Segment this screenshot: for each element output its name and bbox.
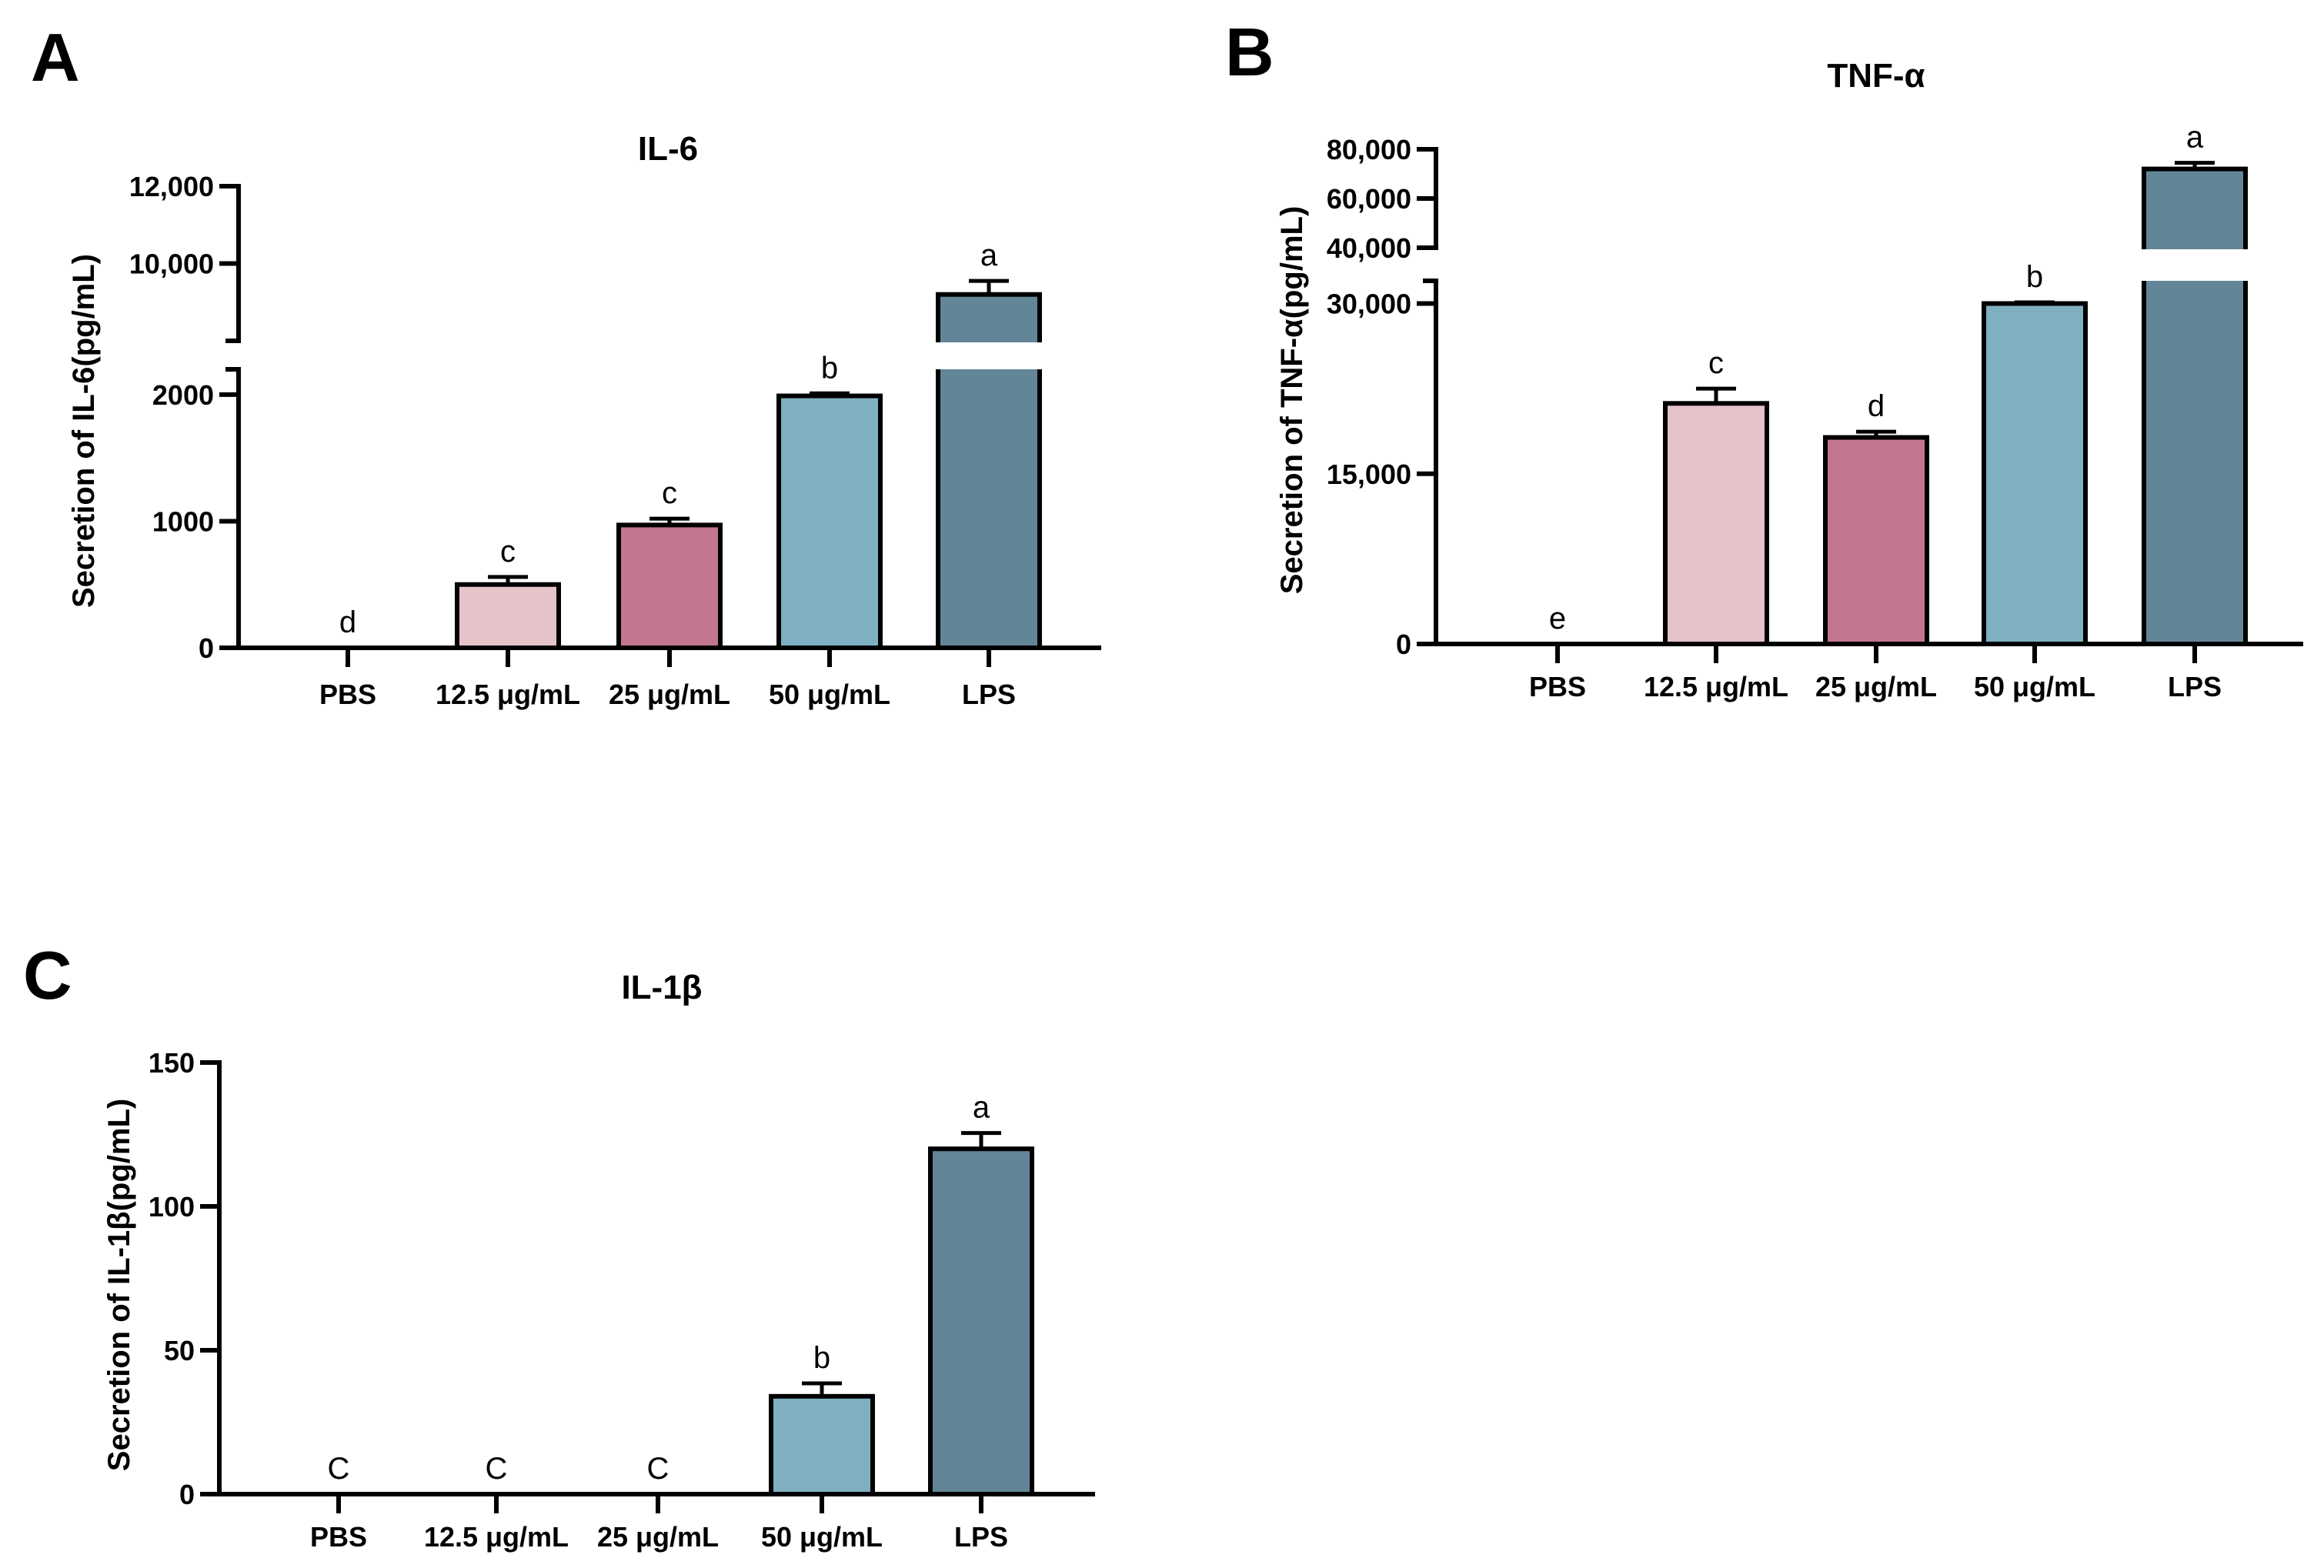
y-tick-label: 0 (1396, 629, 1411, 660)
x-tick-label: 12.5 μg/mL (1644, 671, 1788, 702)
y-tick-label: 2000 (152, 379, 214, 411)
x-tick-label: PBS (1529, 671, 1586, 702)
y-axis-label: Secretion of TNF-α(pg/mL) (1275, 206, 1309, 595)
bar (1982, 301, 2088, 646)
x-tick-label: 25 μg/mL (609, 679, 730, 710)
significance-letter: c (500, 535, 516, 569)
x-tick-label: 12.5 μg/mL (436, 679, 580, 710)
bar (928, 1146, 1034, 1496)
y-axis-label: Secretion of IL-6(pg/mL) (67, 254, 101, 608)
chart-panel-a: A IL-6 Secretion of IL-6(pg/mL) 0 1000 2000 10… (31, 19, 1101, 710)
chart-panel-c: C IL-1β Secretion of IL-1β(pg/mL) 0 50 100 150… (23, 937, 1095, 1553)
x-tick-label: PBS (319, 679, 376, 710)
significance-letter: c (662, 476, 677, 510)
x-tick-label: 50 μg/mL (769, 679, 890, 710)
x-tick-label: 50 μg/mL (761, 1521, 883, 1553)
significance-letter: C (647, 1452, 669, 1486)
x-tick-label: 12.5 μg/mL (424, 1521, 569, 1553)
x-tick-label: LPS (962, 679, 1016, 710)
chart-title: IL-1β (621, 969, 702, 1006)
y-tick-label: 1000 (152, 505, 214, 537)
chart-title: TNF-α (1827, 57, 1925, 95)
bar (455, 582, 561, 651)
y-tick-label: 30,000 (1327, 289, 1411, 320)
bar-break-gap (2139, 249, 2250, 281)
chart-panel-b: B TNF-α Secretion of TNF-α(pg/mL) 0 15,000 30… (1225, 14, 2303, 702)
x-tick-label: PBS (310, 1521, 367, 1553)
bar (2142, 166, 2248, 647)
y-tick-label: 50 (164, 1335, 195, 1366)
x-tick-label: LPS (954, 1521, 1008, 1553)
y-axis-label: Secretion of IL-1β(pg/mL) (102, 1099, 136, 1471)
significance-letter: a (2186, 121, 2204, 155)
y-tick-label: 0 (179, 1479, 195, 1510)
panel-label: A (31, 19, 80, 95)
y-tick-label: 150 (149, 1047, 195, 1079)
significance-letter: b (813, 1341, 830, 1375)
significance-letter: C (328, 1452, 350, 1486)
significance-letter: c (1708, 346, 1724, 380)
significance-letter: a (980, 239, 998, 272)
y-tick-label: 80,000 (1327, 134, 1411, 165)
significance-letter: C (486, 1452, 508, 1486)
x-tick-label: 25 μg/mL (1815, 671, 1937, 702)
y-tick-label: 40,000 (1327, 232, 1411, 264)
bar (769, 1393, 875, 1496)
bar (1663, 401, 1769, 646)
y-tick-label: 60,000 (1327, 183, 1411, 215)
bar (1823, 435, 1929, 646)
x-tick-label: 25 μg/mL (597, 1521, 719, 1553)
panel-label: B (1225, 14, 1274, 90)
y-tick-label: 15,000 (1327, 459, 1411, 490)
significance-letter: b (2026, 260, 2043, 294)
bar-break-gap (933, 342, 1044, 369)
y-tick-label: 0 (199, 632, 214, 664)
panel-label: C (23, 937, 72, 1013)
bar (776, 393, 883, 651)
significance-letter: b (821, 351, 838, 385)
significance-letter: a (973, 1091, 990, 1125)
significance-letter: d (339, 606, 356, 639)
x-tick-label: 50 μg/mL (1974, 671, 2095, 702)
significance-letter: d (1868, 389, 1885, 423)
chart-title: IL-6 (638, 130, 698, 168)
bar (616, 522, 723, 651)
significance-letter: e (1549, 602, 1566, 636)
y-tick-label: 100 (149, 1191, 195, 1223)
y-tick-label: 12,000 (129, 171, 214, 202)
y-tick-label: 10,000 (129, 249, 214, 280)
x-tick-label: LPS (2168, 671, 2222, 702)
